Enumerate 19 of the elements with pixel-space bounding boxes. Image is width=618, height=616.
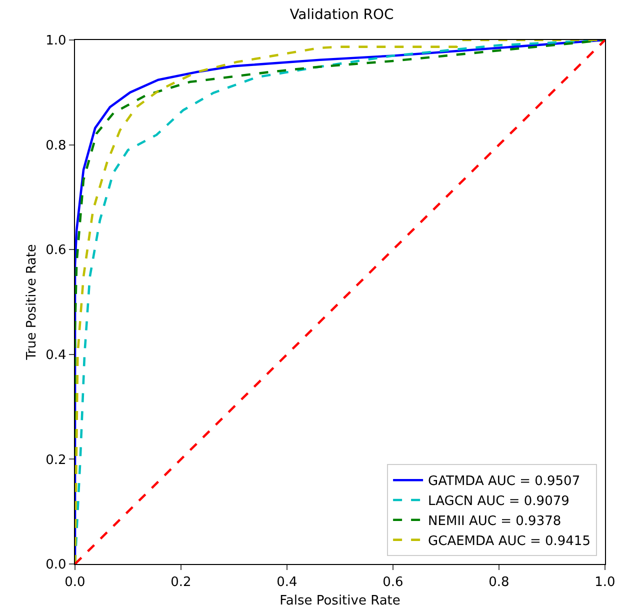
x-axis-title: False Positive Rate [280,593,400,608]
chart-title: Validation ROC [290,7,394,24]
legend-label: GCAEMDA AUC = 0.9415 [428,534,590,549]
x-tick-label: 0.2 [170,574,192,590]
x-tick-label: 0.0 [64,574,86,590]
legend-label: NEMII AUC = 0.9378 [428,514,562,529]
y-tick-label: 0.0 [46,558,66,573]
y-axis-title: True Positive Rate [24,244,40,361]
x-tick-label: 0.6 [382,574,404,590]
legend-label: LAGCN AUC = 0.9079 [428,494,570,510]
x-tick-label: 0.4 [276,574,298,590]
y-tick-label: 1.0 [46,34,66,49]
y-tick-label: 0.2 [46,452,66,468]
y-tick-label: 0.6 [46,243,66,258]
y-tick-label: 0.4 [46,348,66,363]
x-tick-label: 0.8 [488,574,510,590]
legend-label: GATMDA AUC = 0.9507 [428,474,580,490]
y-tick-label: 0.8 [46,138,66,154]
x-tick-label: 1.0 [594,574,616,590]
